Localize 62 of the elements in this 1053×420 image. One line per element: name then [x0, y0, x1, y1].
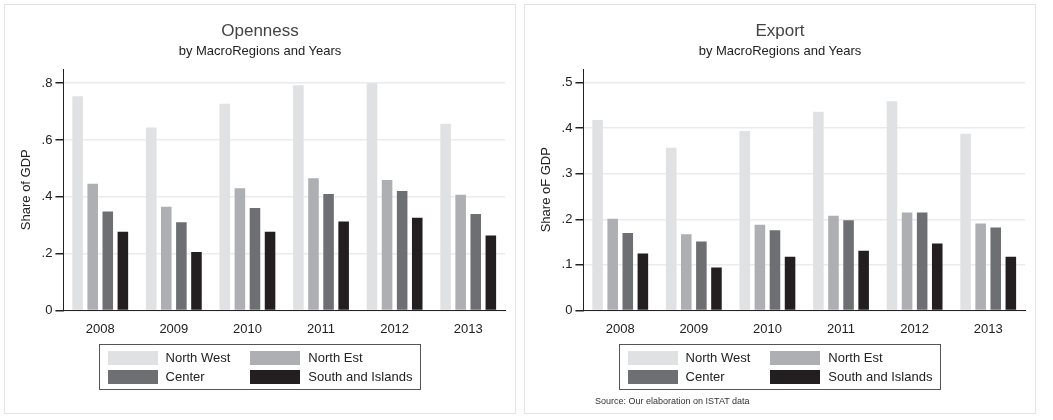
y-tick-label: .6: [41, 131, 53, 147]
bar: [990, 227, 1002, 310]
legend-label: South and Islands: [828, 369, 933, 384]
bar: [234, 188, 246, 310]
bar: [828, 215, 839, 310]
x-tick-label: 2012: [900, 320, 930, 336]
y-tick-label: .3: [561, 165, 573, 181]
x-tick-label: 2013: [973, 320, 1003, 336]
bar: [696, 241, 707, 310]
bar: [323, 193, 334, 310]
bar: [843, 220, 854, 310]
bar: [975, 223, 986, 310]
legend-label: Center: [685, 369, 725, 384]
x-tick-label: 2008: [605, 320, 635, 336]
x-tick-label: 2009: [679, 320, 709, 336]
bar: [455, 194, 466, 310]
x-tick-label: 2012: [380, 320, 410, 336]
x-tick-label: 2011: [307, 320, 335, 336]
x-tick-label: 2013: [453, 320, 483, 336]
y-tick-label: .1: [561, 256, 573, 272]
bar: [396, 191, 408, 310]
x-tick-label: 2008: [85, 320, 115, 336]
chart-title: Openness: [221, 20, 299, 40]
bar: [754, 224, 766, 310]
bar: [607, 218, 618, 310]
y-tick-label: .4: [561, 119, 573, 135]
y-axis-title: Share of GDP: [18, 149, 34, 231]
bar: [176, 222, 187, 310]
bar: [470, 214, 482, 310]
bar: [916, 212, 928, 310]
legend-label: North West: [165, 350, 231, 365]
bar: [102, 211, 114, 310]
bar: [381, 180, 393, 310]
chart-title: Export: [755, 20, 805, 40]
bar: [161, 206, 172, 310]
y-tick-label: .2: [41, 245, 53, 261]
legend-label: North Est: [308, 350, 363, 365]
bar: [308, 178, 319, 310]
legend-label: North Est: [828, 350, 883, 365]
y-tick-label: .4: [41, 188, 53, 204]
bar: [769, 230, 781, 310]
x-tick-label: 2011: [827, 320, 855, 336]
bar: [901, 212, 913, 310]
x-tick-label: 2009: [159, 320, 189, 336]
bar: [622, 232, 634, 310]
y-tick-label: 0: [565, 301, 573, 317]
x-tick-label: 2010: [232, 320, 262, 336]
y-tick-label: .5: [561, 74, 573, 90]
chart-subtitle: by MacroRegions and Years: [178, 42, 342, 58]
legend-label: North West: [685, 350, 751, 365]
bar: [249, 207, 261, 310]
y-axis-title: Share oF GDP: [538, 147, 554, 233]
y-tick-label: .2: [561, 210, 573, 226]
bar: [87, 183, 98, 310]
legend-label: South and Islands: [308, 369, 413, 384]
y-tick-label: .8: [41, 74, 53, 90]
source-note: Source: Our elaboration on ISTAT data: [595, 396, 751, 406]
legend-label: Center: [165, 369, 205, 384]
x-tick-label: 2010: [752, 320, 782, 336]
bar: [681, 234, 692, 310]
chart-subtitle: by MacroRegions and Years: [698, 42, 862, 58]
y-tick-label: 0: [45, 301, 53, 317]
